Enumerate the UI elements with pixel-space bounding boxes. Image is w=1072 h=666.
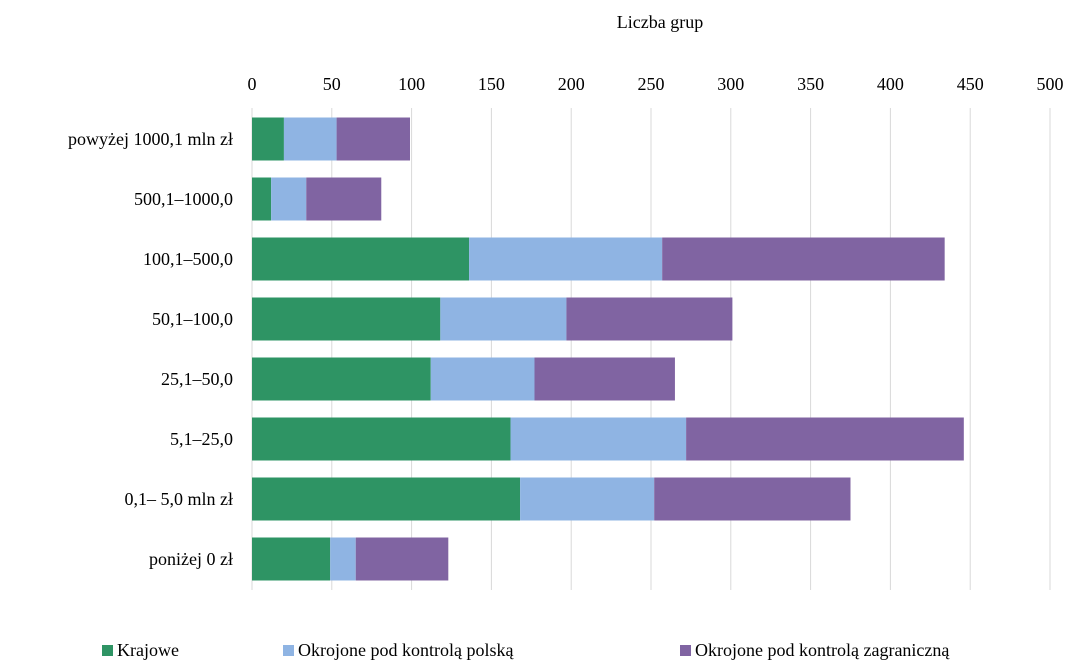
bar-segment-series-0 xyxy=(252,357,431,401)
legend-item-polska: Okrojone pod kontrolą polską xyxy=(283,640,513,661)
bar-segment-series-1 xyxy=(283,117,337,161)
category-labels: powyżej 1000,1 mln zł 500,1–1000,0 100,1–5… xyxy=(68,129,233,569)
bar-segment-series-2 xyxy=(534,357,675,401)
legend-label-zagraniczna: Okrojone pod kontrolą zagraniczną xyxy=(695,640,950,660)
x-tick-label: 300 xyxy=(717,74,744,94)
legend-label-polska: Okrojone pod kontrolą polską xyxy=(298,640,514,660)
category-label: 100,1–500,0 xyxy=(143,249,233,269)
x-tick-label: 100 xyxy=(398,74,425,94)
legend: Krajowe Okrojone pod kontrolą polską Okr… xyxy=(0,640,1072,666)
category-label: 50,1–100,0 xyxy=(152,309,233,329)
bar-segment-series-1 xyxy=(271,177,307,221)
bar-segment-series-1 xyxy=(330,537,356,581)
bar-segment-series-0 xyxy=(252,117,284,161)
bar-segment-series-2 xyxy=(654,477,851,521)
stacked-bar-chart: 0 50 100 150 200 250 300 350 400 450 500 powyżej 1… xyxy=(68,74,1064,590)
bar-segment-series-1 xyxy=(440,297,567,341)
bar-segment-series-1 xyxy=(430,357,535,401)
legend-swatch-krajowe xyxy=(102,645,113,656)
category-label: powyżej 1000,1 mln zł xyxy=(68,129,233,149)
legend-swatch-polska xyxy=(283,645,294,656)
legend-item-zagraniczna: Okrojone pod kontrolą zagraniczną xyxy=(680,640,949,661)
x-tick-label: 350 xyxy=(797,74,824,94)
bars xyxy=(252,117,964,581)
bar-segment-series-0 xyxy=(252,417,511,461)
category-label: 0,1– 5,0 mln zł xyxy=(125,489,234,509)
bar-segment-series-0 xyxy=(252,237,470,281)
x-tick-label: 50 xyxy=(323,74,341,94)
category-label: 500,1–1000,0 xyxy=(134,189,233,209)
x-tick-label: 450 xyxy=(957,74,984,94)
x-tick-label: 250 xyxy=(638,74,665,94)
bar-segment-series-0 xyxy=(252,297,441,341)
bar-segment-series-1 xyxy=(510,417,687,461)
bar-segment-series-2 xyxy=(306,177,382,221)
x-tick-label: 150 xyxy=(478,74,505,94)
legend-swatch-zagraniczna xyxy=(680,645,691,656)
x-tick-label: 400 xyxy=(877,74,904,94)
category-label: 5,1–25,0 xyxy=(170,429,233,449)
bar-segment-series-2 xyxy=(336,117,411,161)
x-tick-label: 200 xyxy=(558,74,585,94)
bar-segment-series-0 xyxy=(252,477,521,521)
legend-item-krajowe: Krajowe xyxy=(102,640,179,661)
bar-segment-series-2 xyxy=(566,297,733,341)
bar-segment-series-2 xyxy=(662,237,945,281)
bar-segment-series-2 xyxy=(355,537,449,581)
bar-segment-series-0 xyxy=(252,177,272,221)
bar-segment-series-1 xyxy=(469,237,663,281)
x-tick-labels: 0 50 100 150 200 250 300 350 400 450 500 xyxy=(248,74,1064,94)
x-tick-label: 500 xyxy=(1037,74,1064,94)
bar-segment-series-0 xyxy=(252,537,331,581)
category-label: poniżej 0 zł xyxy=(149,549,233,569)
bar-segment-series-2 xyxy=(686,417,964,461)
x-tick-label: 0 xyxy=(248,74,257,94)
x-axis-title: Liczba grup xyxy=(616,12,704,32)
category-label: 25,1–50,0 xyxy=(161,369,233,389)
bar-segment-series-1 xyxy=(520,477,655,521)
legend-label-krajowe: Krajowe xyxy=(117,640,179,660)
